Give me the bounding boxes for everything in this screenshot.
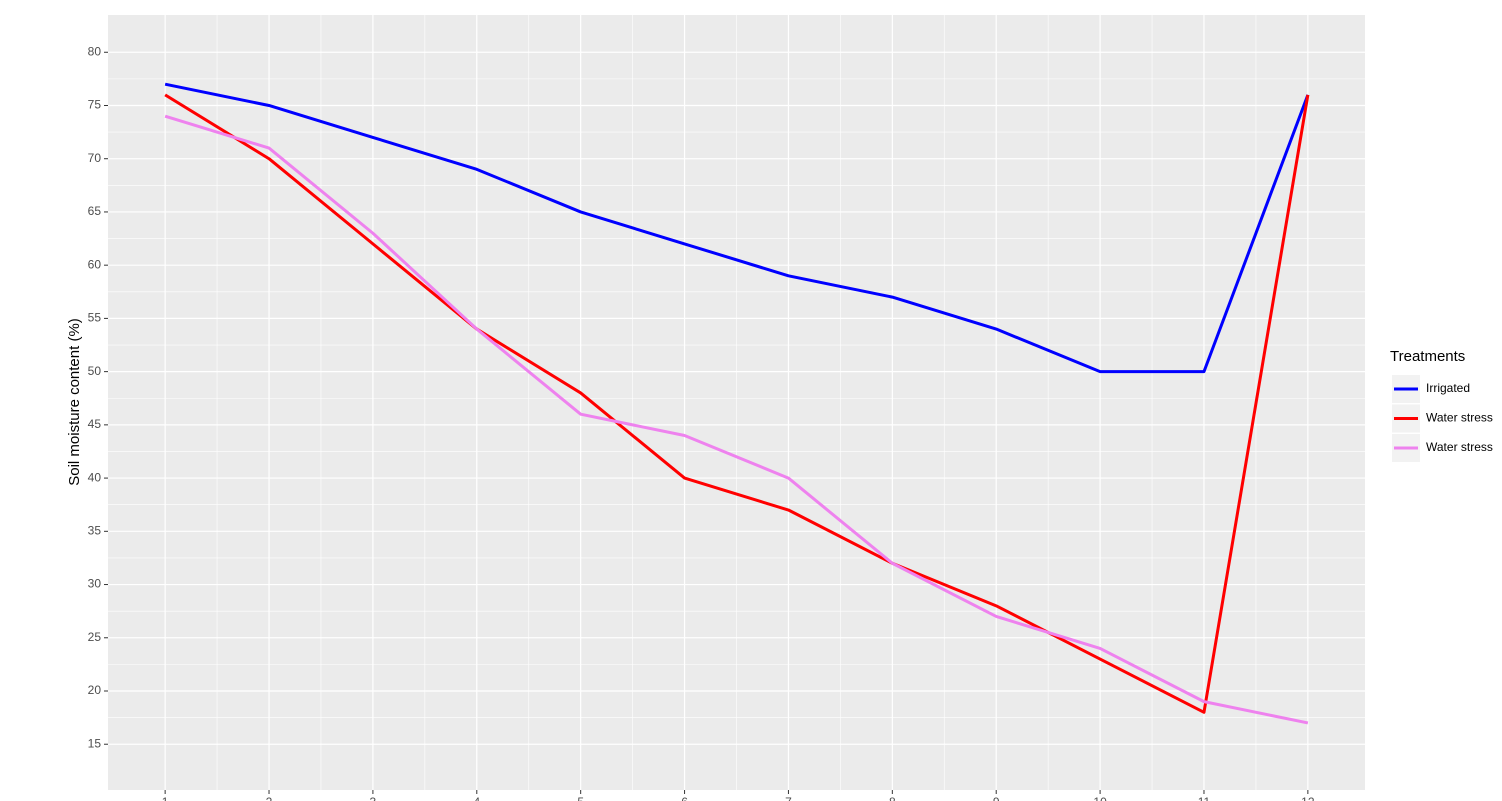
- x-tick-label: 12: [1301, 795, 1315, 801]
- y-axis-title: Soil moisture content (%): [66, 318, 83, 486]
- x-tick-label: 4: [473, 795, 480, 801]
- x-tick-label: 5: [577, 795, 584, 801]
- y-tick-label: 50: [88, 364, 102, 378]
- x-tick-label: 9: [993, 795, 1000, 801]
- y-tick-label: 35: [88, 523, 102, 537]
- series-line: [164, 82, 1310, 374]
- y-tick-label: 20: [88, 683, 102, 697]
- y-tick-label: 75: [88, 98, 102, 112]
- x-tick-label: 2: [266, 795, 273, 801]
- y-tick-label: 45: [88, 417, 102, 431]
- x-tick-label: 3: [370, 795, 377, 801]
- legend-label: Irrigated: [1426, 381, 1470, 395]
- y-tick-label: 55: [88, 311, 102, 325]
- legend-title: Treatments: [1390, 348, 1465, 365]
- x-tick-label: 6: [681, 795, 688, 801]
- x-tick-label: 11: [1198, 795, 1211, 801]
- y-tick-label: 15: [88, 736, 102, 750]
- legend-label: Water stress: [1426, 440, 1493, 454]
- y-tick-label: 30: [88, 577, 102, 591]
- y-tick-label: 25: [88, 630, 102, 644]
- y-tick-label: 70: [88, 151, 102, 165]
- x-tick-label: 1: [162, 795, 169, 801]
- y-tick-label: 60: [88, 257, 102, 271]
- legend-label: Water stress: [1426, 411, 1493, 425]
- series-line: [164, 93, 1310, 714]
- x-tick-label: 7: [785, 795, 792, 801]
- x-tick-label: 8: [889, 795, 896, 801]
- x-tick-label: 10: [1093, 795, 1107, 801]
- y-tick-label: 65: [88, 204, 102, 218]
- y-tick-label: 40: [88, 470, 102, 484]
- series-line: [164, 114, 1309, 725]
- y-tick-label: 80: [88, 44, 102, 58]
